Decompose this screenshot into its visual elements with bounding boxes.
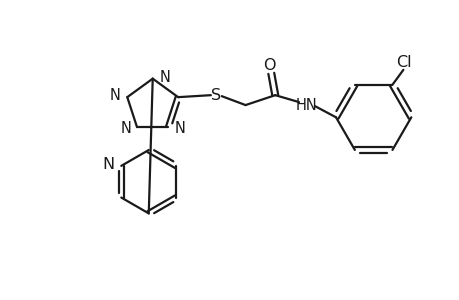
Text: N: N	[174, 121, 185, 136]
Text: Cl: Cl	[396, 56, 411, 70]
Text: N: N	[120, 121, 131, 136]
Text: N: N	[109, 88, 120, 103]
Text: O: O	[263, 58, 275, 73]
Text: N: N	[102, 158, 114, 172]
Text: S: S	[210, 88, 220, 103]
Text: N: N	[159, 70, 170, 85]
Text: HN: HN	[296, 98, 317, 112]
